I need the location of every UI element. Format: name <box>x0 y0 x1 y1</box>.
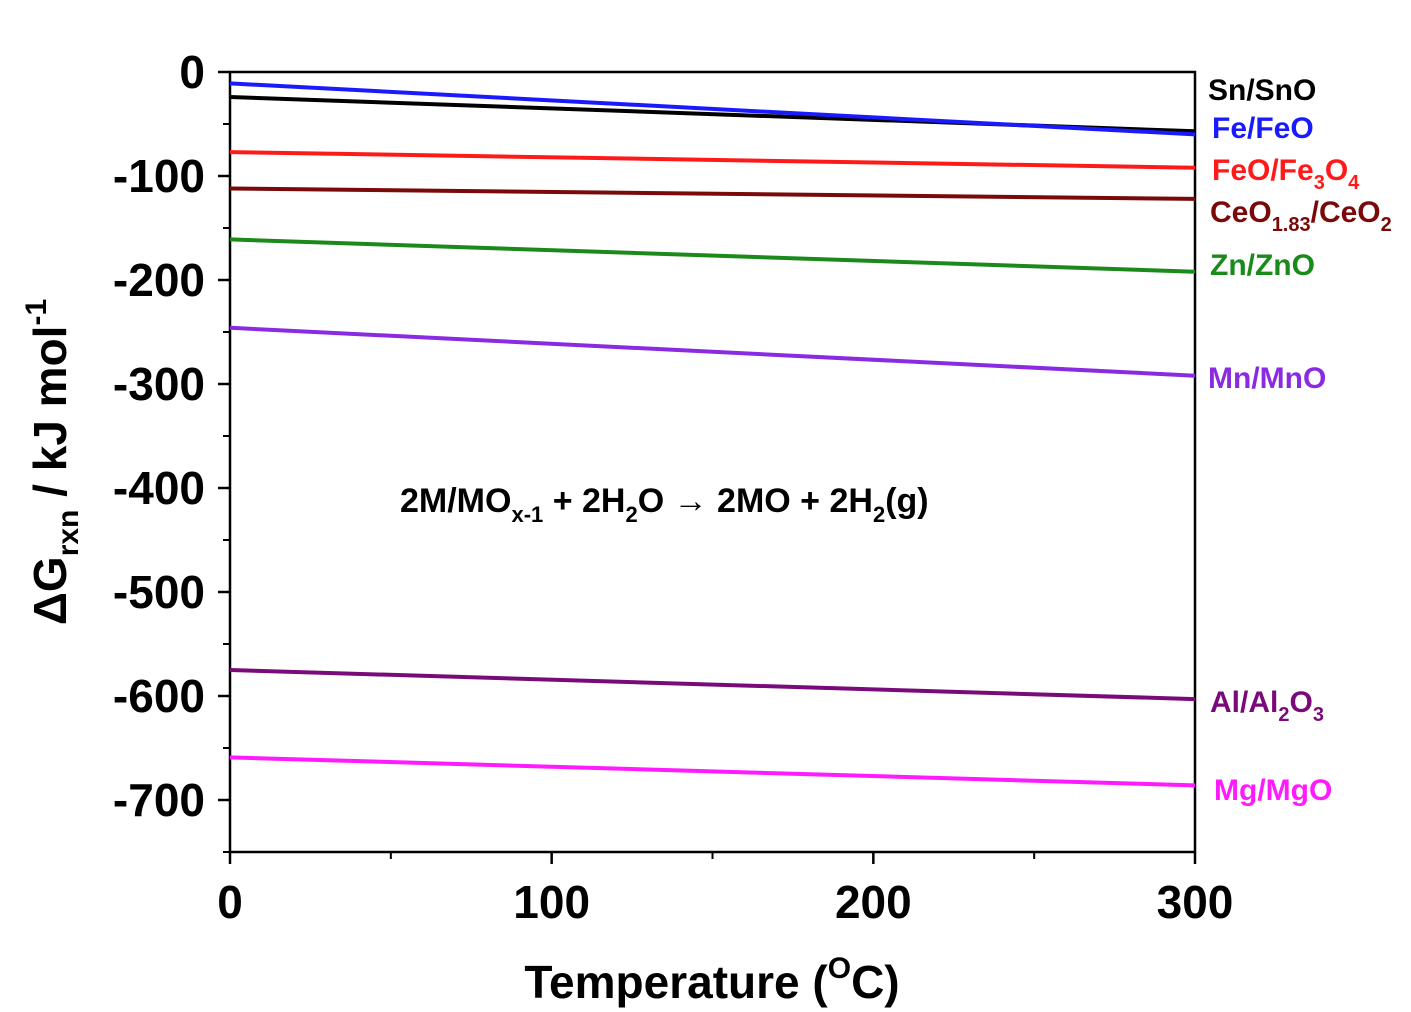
series-label-fe-part-0: Fe/FeO <box>1212 112 1314 145</box>
y-axis-title-sub: rxn <box>52 510 85 557</box>
reaction-equation-part-2: + 2H <box>543 482 625 520</box>
reaction-equation-part-3: 2 <box>625 502 637 527</box>
series-label-mn: Mn/MnO <box>1208 362 1326 395</box>
reaction-equation-part-4: O → 2MO + 2H <box>638 482 873 520</box>
y-axis-title-main: ΔG <box>24 556 76 625</box>
y-tick-label: 0 <box>179 46 205 98</box>
series-label-ceo-part-0: CeO <box>1210 196 1272 229</box>
series-line-feo <box>229 150 1196 170</box>
series-labels: Sn/SnOFe/FeOFeO/Fe3O4CeO1.83/CeO2Zn/ZnOM… <box>1208 74 1392 807</box>
series-line-zn <box>229 237 1196 274</box>
y-tick-label: -500 <box>113 566 205 618</box>
series-label-al: Al/Al2O3 <box>1210 686 1324 726</box>
x-axis-title-end: C) <box>851 956 900 1008</box>
series-label-al-part-0: Al/Al <box>1210 686 1278 719</box>
series-label-mg: Mg/MgO <box>1214 774 1332 807</box>
x-axis-title-main: Temperature ( <box>524 956 828 1008</box>
x-axis-title: Temperature (OC) <box>524 952 899 1008</box>
x-tick-label: 300 <box>1157 876 1234 928</box>
series-label-mn-part-0: Mn/MnO <box>1208 362 1326 395</box>
reaction-equation-part-5: 2 <box>873 502 885 527</box>
series-label-fe: Fe/FeO <box>1212 112 1314 145</box>
series-label-al-part-3: 3 <box>1313 704 1324 726</box>
series-line-fe <box>229 81 1196 137</box>
y-tick-label: -700 <box>113 774 205 826</box>
reaction-equation-part-0: 2M/MO <box>400 482 511 520</box>
reaction-equation: 2M/MOx-1 + 2H2O → 2MO + 2H2(g) <box>400 482 929 527</box>
x-tick-label: 100 <box>513 876 590 928</box>
series-label-feo-part-0: FeO/Fe <box>1212 154 1314 187</box>
reaction-equation-part-6: (g) <box>885 482 928 520</box>
y-axis-title-sup: -1 <box>20 299 53 326</box>
series-label-al-part-2: O <box>1289 686 1312 719</box>
series-line-ceo <box>229 186 1196 201</box>
series-label-zn: Zn/ZnO <box>1210 249 1315 282</box>
series-label-al-part-1: 2 <box>1278 704 1289 726</box>
series-line-mn <box>229 325 1196 378</box>
series-label-ceo: CeO1.83/CeO2 <box>1210 196 1392 236</box>
series-line-al <box>229 668 1196 702</box>
series-label-ceo-part-2: /CeO <box>1311 196 1381 229</box>
y-tick-label: -600 <box>113 670 205 722</box>
series-line-mg <box>229 755 1196 788</box>
y-tick-label: -200 <box>113 254 205 306</box>
series-label-feo: FeO/Fe3O4 <box>1212 154 1360 194</box>
y-tick-label: -400 <box>113 462 205 514</box>
series-label-sn-part-0: Sn/SnO <box>1208 74 1316 107</box>
x-tick-label: 200 <box>835 876 912 928</box>
series-label-mg-part-0: Mg/MgO <box>1214 774 1332 807</box>
series-label-feo-part-2: O <box>1325 154 1348 187</box>
y-axis-title-rest: / kJ mol <box>24 326 76 510</box>
x-tick-label: 0 <box>217 876 243 928</box>
y-tick-label: -100 <box>113 150 205 202</box>
series-label-ceo-part-1: 1.83 <box>1272 214 1311 236</box>
series-label-feo-part-3: 4 <box>1348 172 1360 194</box>
y-axis-title: ΔGrxn / kJ mol-1 <box>20 299 85 625</box>
series-label-zn-part-0: Zn/ZnO <box>1210 249 1315 282</box>
series-group <box>229 81 1196 788</box>
series-label-sn: Sn/SnO <box>1208 74 1316 107</box>
series-label-ceo-part-3: 2 <box>1381 214 1392 236</box>
reaction-equation-part-1: x-1 <box>511 502 543 527</box>
series-label-feo-part-1: 3 <box>1314 172 1325 194</box>
x-axis-title-sup: O <box>828 952 851 985</box>
y-tick-label: -300 <box>113 358 205 410</box>
